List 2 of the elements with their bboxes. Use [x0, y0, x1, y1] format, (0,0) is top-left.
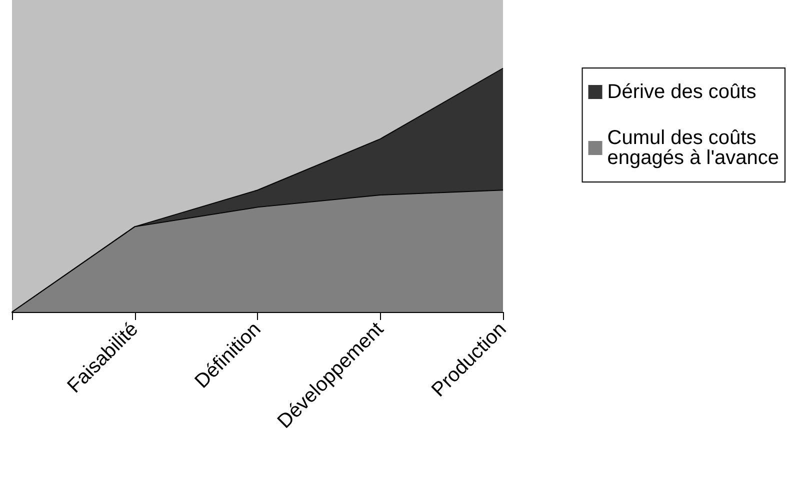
- legend-label: Cumul des coûts engagés à l'avance: [607, 127, 780, 169]
- legend-label: Dérive des coûts: [607, 81, 756, 103]
